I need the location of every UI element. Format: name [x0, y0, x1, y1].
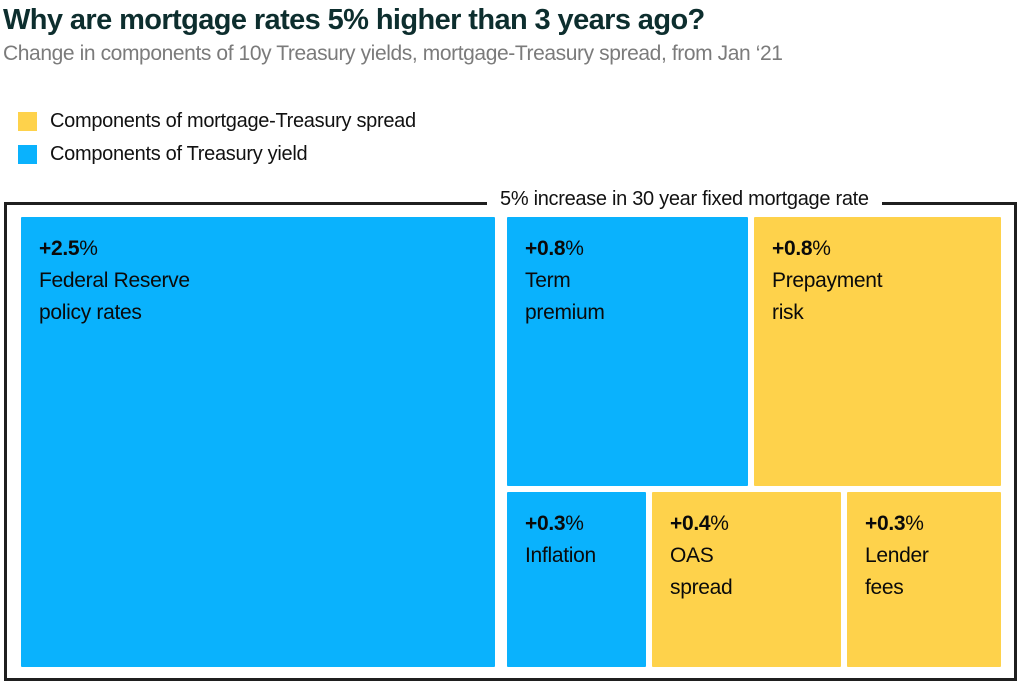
tile-oas-spread: +0.4% OAS spread [652, 492, 841, 667]
tile-federal-reserve-policy-rates: +2.5% Federal Reserve policy rates [21, 217, 495, 667]
legend-swatch-blue [18, 145, 37, 164]
tile-label: premium [525, 301, 605, 324]
tile-prepayment-risk: +0.8% Prepayment risk [754, 217, 1001, 486]
legend-swatch-yellow [18, 112, 37, 131]
tile-value: +0.8% [525, 237, 584, 260]
tile-label: Prepayment [772, 269, 883, 292]
total-annotation: 5% increase in 30 year fixed mortgage ra… [487, 186, 882, 213]
tile-value: +2.5% [39, 237, 98, 260]
tile-value: +0.3% [525, 512, 584, 535]
tile-lender-fees: +0.3% Lender fees [847, 492, 1001, 667]
tile-label: OAS [670, 544, 714, 567]
tile-value: +0.3% [865, 512, 924, 535]
legend-label-treasury: Components of Treasury yield [50, 143, 308, 165]
legend-label-spread: Components of mortgage-Treasury spread [50, 110, 416, 132]
tile-inflation: +0.3% Inflation [507, 492, 646, 667]
tile-label: Lender [865, 544, 929, 567]
tile-term-premium: +0.8% Term premium [507, 217, 748, 486]
legend-item-treasury: Components of Treasury yield [18, 143, 416, 165]
tile-label: policy rates [39, 301, 142, 324]
tile-label: Inflation [525, 544, 596, 567]
legend: Components of mortgage-Treasury spread C… [18, 110, 416, 178]
page-title: Why are mortgage rates 5% higher than 3 … [3, 4, 705, 36]
tile-label: spread [670, 576, 733, 599]
tile-label: fees [865, 576, 904, 599]
treemap-frame: +2.5% Federal Reserve policy rates +0.8%… [4, 202, 1017, 681]
tile-label: Federal Reserve [39, 269, 190, 292]
legend-item-spread: Components of mortgage-Treasury spread [18, 110, 416, 132]
tile-value: +0.4% [670, 512, 729, 535]
tile-label: Term [525, 269, 571, 292]
tile-value: +0.8% [772, 237, 831, 260]
tile-label: risk [772, 301, 804, 324]
chart-subtitle: Change in components of 10y Treasury yie… [3, 42, 783, 65]
